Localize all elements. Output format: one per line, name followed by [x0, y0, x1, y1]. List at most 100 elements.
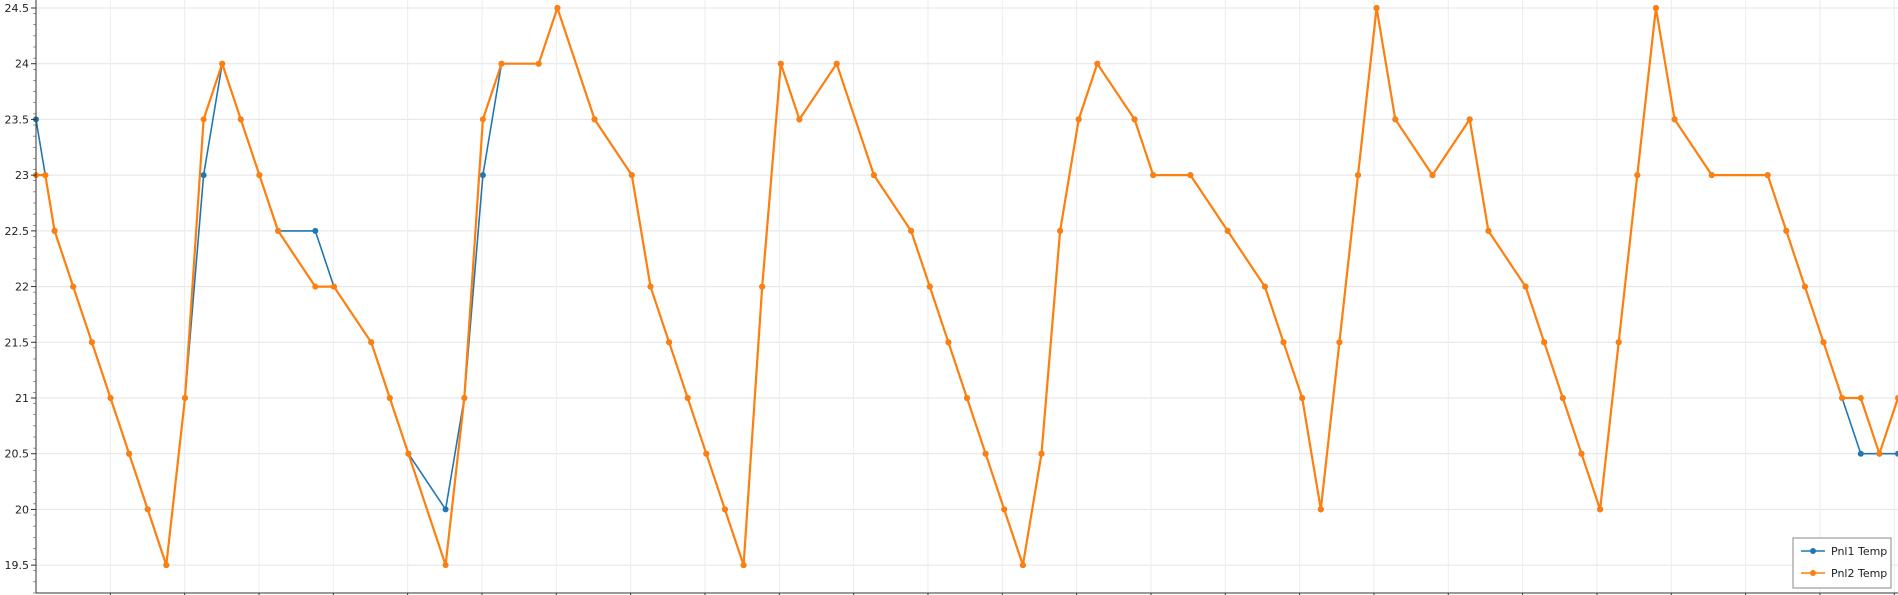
- data-point: [237, 116, 244, 123]
- data-point: [1839, 395, 1846, 401]
- data-point: [1708, 172, 1715, 179]
- data-point: [1578, 450, 1585, 457]
- data-point: [1801, 283, 1808, 290]
- data-point: [1820, 339, 1827, 346]
- y-tick-label: 22: [15, 281, 29, 294]
- data-point: [368, 339, 375, 346]
- data-point: [1783, 227, 1790, 234]
- data-point: [107, 395, 114, 401]
- data-point: [126, 450, 133, 457]
- data-point: [1094, 60, 1101, 67]
- data-point: [964, 395, 970, 401]
- axes: 19.5 20 20.5 21 21.5 22 22.5 23 23.5 24 24.5: [5, 0, 1898, 595]
- data-point: [982, 450, 989, 457]
- data-point: [1429, 172, 1436, 179]
- legend-box: [1792, 537, 1892, 589]
- data-point: [1299, 395, 1306, 401]
- data-point: [1150, 172, 1157, 179]
- data-point: [1857, 450, 1864, 457]
- y-tick-label: 23.5: [5, 113, 30, 126]
- data-point: [1057, 227, 1064, 234]
- data-point: [1187, 172, 1194, 179]
- data-point: [144, 506, 151, 513]
- y-tick-label: 24: [15, 58, 29, 71]
- data-point: [1019, 562, 1026, 569]
- data-point: [1597, 506, 1604, 513]
- data-point: [479, 172, 486, 179]
- data-point: [1336, 339, 1343, 346]
- data-point: [1652, 5, 1659, 11]
- data-point: [759, 283, 766, 290]
- data-point: [833, 60, 840, 67]
- data-point: [796, 116, 803, 123]
- series-group: [33, 5, 1898, 569]
- data-point: [461, 395, 468, 401]
- data-point: [1895, 395, 1898, 401]
- data-point: [1485, 227, 1492, 234]
- data-point: [1038, 450, 1045, 457]
- data-point: [1373, 5, 1380, 11]
- data-point: [442, 562, 449, 569]
- data-point: [1541, 339, 1548, 346]
- y-tick-label: 20: [15, 503, 29, 516]
- data-point: [591, 116, 598, 123]
- y-tick-label: 21.5: [5, 336, 30, 349]
- y-tick-label: 19.5: [5, 559, 30, 572]
- legend-label-pnl2: Pnl2 Temp: [1831, 567, 1887, 580]
- data-point: [1895, 450, 1898, 457]
- data-point: [945, 339, 952, 346]
- data-point: [1671, 116, 1678, 123]
- data-point: [386, 395, 393, 401]
- y-tick-label: 23: [15, 169, 29, 182]
- legend[interactable]: Pnl1 Temp Pnl2 Temp: [1792, 537, 1892, 589]
- data-point: [498, 60, 505, 67]
- data-point: [312, 283, 319, 290]
- y-tick-label: 20.5: [5, 448, 30, 461]
- data-point: [200, 116, 207, 123]
- data-point: [1131, 116, 1138, 123]
- data-point: [1615, 339, 1622, 346]
- data-point: [200, 172, 207, 179]
- y-tick-label: 24.5: [5, 2, 30, 15]
- data-point: [684, 395, 691, 401]
- data-point: [88, 339, 95, 346]
- data-point: [163, 562, 170, 569]
- data-point: [1075, 116, 1082, 123]
- data-point: [1634, 172, 1641, 179]
- data-point: [777, 60, 784, 67]
- data-point: [1001, 506, 1008, 513]
- y-tick-label: 22.5: [5, 225, 30, 238]
- data-point: [1392, 116, 1399, 123]
- data-point: [1355, 172, 1361, 179]
- legend-marker-pnl1: [1810, 548, 1816, 554]
- legend-marker-pnl2: [1810, 570, 1816, 576]
- data-point: [1280, 339, 1287, 346]
- data-point: [1522, 283, 1529, 290]
- data-point: [70, 283, 77, 290]
- data-point: [275, 227, 282, 234]
- data-point: [219, 60, 226, 67]
- data-point: [908, 227, 915, 234]
- series-2: [33, 5, 1898, 569]
- data-point: [1764, 172, 1771, 179]
- data-point: [42, 172, 49, 179]
- y-tick-label: 21: [15, 392, 29, 405]
- data-point: [256, 172, 263, 179]
- data-point: [1559, 395, 1566, 401]
- data-point: [740, 562, 747, 569]
- data-point: [51, 227, 58, 234]
- data-point: [1466, 116, 1473, 123]
- data-point: [330, 283, 337, 290]
- data-point: [405, 450, 412, 457]
- data-point: [926, 283, 933, 290]
- legend-label-pnl1: Pnl1 Temp: [1831, 545, 1887, 558]
- data-point: [1261, 283, 1268, 290]
- data-point: [535, 60, 542, 67]
- data-point: [1317, 506, 1324, 513]
- data-point: [1876, 450, 1883, 457]
- data-point: [703, 450, 710, 457]
- data-point: [870, 172, 877, 179]
- data-point: [442, 506, 449, 513]
